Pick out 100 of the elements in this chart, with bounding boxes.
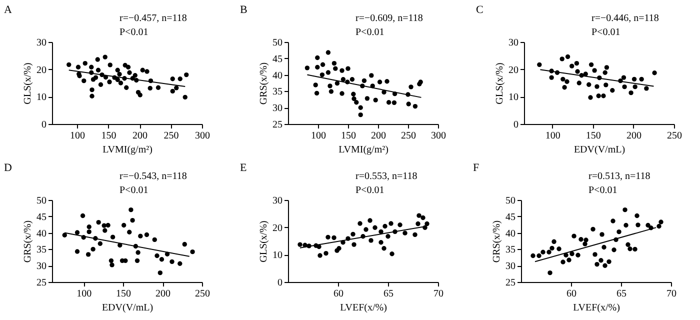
x-tick-label: 200 xyxy=(132,130,148,142)
point xyxy=(126,64,131,70)
point xyxy=(178,261,182,266)
point xyxy=(115,68,120,72)
point xyxy=(628,90,634,96)
point xyxy=(382,224,388,229)
point xyxy=(98,82,104,87)
y-tick-label: 20 xyxy=(508,64,518,76)
point xyxy=(159,257,164,262)
point xyxy=(108,62,112,68)
y-tick-label: 20 xyxy=(36,64,46,76)
point xyxy=(182,94,188,100)
point xyxy=(606,259,612,264)
text: P<0.01 xyxy=(120,185,148,196)
x-tick-label: 250 xyxy=(401,130,416,142)
point xyxy=(546,250,552,254)
point xyxy=(594,262,600,267)
point xyxy=(358,105,363,110)
point xyxy=(364,227,368,232)
point xyxy=(117,72,122,77)
point xyxy=(298,242,302,247)
point xyxy=(390,252,394,256)
point xyxy=(170,88,175,94)
point xyxy=(610,88,615,93)
point xyxy=(123,258,128,264)
point xyxy=(93,75,98,80)
point xyxy=(588,62,594,68)
y-axis-title: GRS(x/%) xyxy=(258,62,270,105)
x-tick-label: 60 xyxy=(566,288,576,300)
x-axis-title: LVEF(x/%) xyxy=(573,302,620,314)
point xyxy=(74,230,80,235)
point xyxy=(646,222,650,228)
x-tick-label: 300 xyxy=(431,130,446,142)
x-tick-label: 300 xyxy=(195,130,210,142)
y-axis-title: GLS(x/%) xyxy=(22,62,34,104)
point xyxy=(652,70,657,76)
y-tick-label: 50 xyxy=(272,38,282,48)
point xyxy=(118,80,124,86)
point xyxy=(386,100,392,105)
point xyxy=(358,112,363,118)
point xyxy=(127,70,132,75)
chart-title: B xyxy=(240,4,248,16)
x-tick-label: 200 xyxy=(156,288,171,300)
y-tick-label: 35 xyxy=(506,244,516,256)
y-axis-title: GLS(x/%) xyxy=(494,62,506,104)
y-tick-label: 45 xyxy=(36,212,46,223)
chart-title: D xyxy=(4,162,12,174)
chart-title: C xyxy=(476,4,484,16)
point xyxy=(602,70,608,75)
point xyxy=(184,72,189,78)
point xyxy=(190,249,195,254)
point xyxy=(350,77,355,82)
y-tick-label: 35 xyxy=(36,244,46,256)
y-tick-label: 25 xyxy=(36,278,46,288)
point xyxy=(560,56,564,62)
point xyxy=(416,213,422,218)
text: r=−0.609, n=118 xyxy=(356,13,423,24)
point xyxy=(373,98,378,102)
point xyxy=(377,80,382,84)
y-tick-label: 40 xyxy=(506,228,516,240)
point xyxy=(626,242,630,247)
point xyxy=(158,270,163,276)
y-axis-title: GRS(x/%) xyxy=(22,220,34,263)
point xyxy=(378,240,384,245)
point xyxy=(107,80,112,84)
point xyxy=(154,253,160,258)
point xyxy=(621,75,626,80)
point xyxy=(632,76,637,82)
point xyxy=(594,84,600,89)
point xyxy=(340,77,346,82)
point xyxy=(326,70,331,75)
point xyxy=(86,224,92,230)
point xyxy=(408,84,414,90)
point xyxy=(604,65,610,70)
x-tick-label: 100 xyxy=(545,130,560,142)
point xyxy=(121,222,126,228)
point xyxy=(358,221,362,226)
text: P<0.01 xyxy=(356,185,384,196)
x-axis-title: LVMI(g/m²) xyxy=(338,144,388,156)
point xyxy=(424,221,430,226)
point xyxy=(350,232,356,237)
point xyxy=(334,80,340,86)
y-tick-label: 40 xyxy=(272,70,282,82)
y-tick-label: 30 xyxy=(272,103,282,114)
x-axis-title: EDV(V/mL) xyxy=(102,302,154,314)
point xyxy=(102,54,108,60)
point xyxy=(406,102,411,106)
text: r=0.553, n=118 xyxy=(356,171,418,182)
point xyxy=(368,218,372,223)
y-tick-label: 45 xyxy=(272,54,282,65)
point xyxy=(82,78,86,84)
x-axis-title: EDV(V/mL) xyxy=(574,144,626,156)
point xyxy=(178,76,182,82)
point xyxy=(412,104,418,109)
y-tick-label: 45 xyxy=(506,212,516,223)
point xyxy=(576,252,580,258)
point xyxy=(574,60,580,66)
point xyxy=(340,68,344,73)
point xyxy=(392,100,397,106)
point xyxy=(351,92,356,96)
